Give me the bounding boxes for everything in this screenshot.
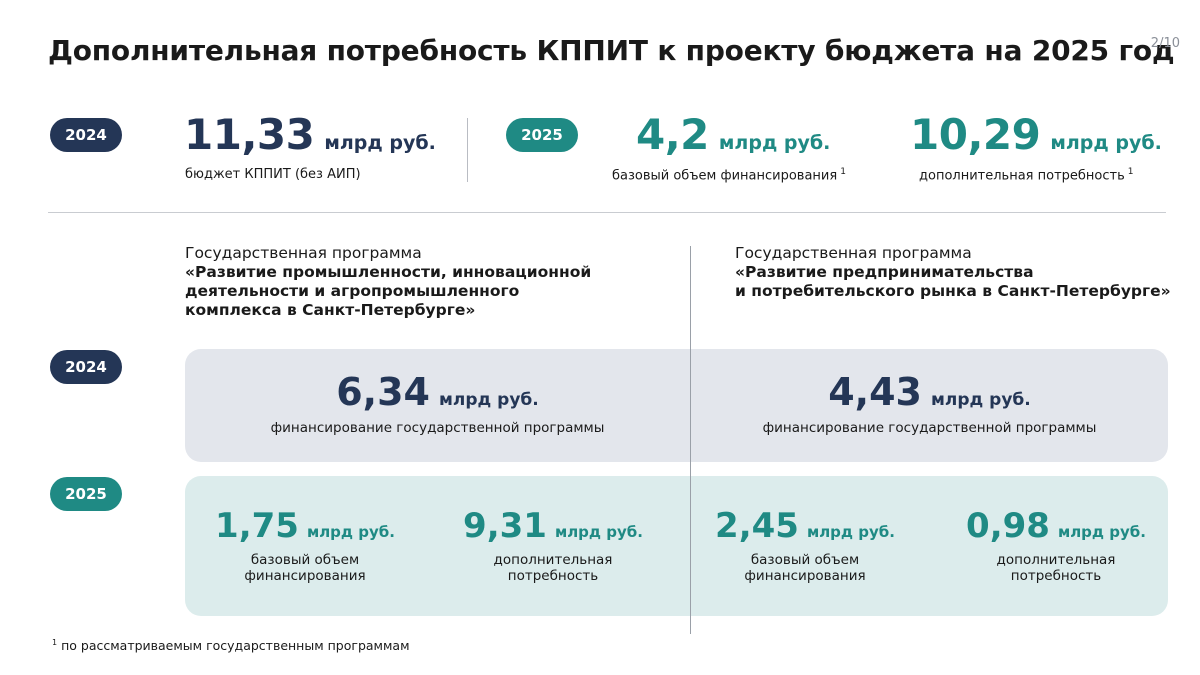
footnote-ref: 1 bbox=[840, 167, 846, 177]
base-financing-unit: млрд руб. bbox=[718, 132, 831, 154]
program-right-heading: Государственная программа «Развитие пред… bbox=[735, 244, 1171, 301]
program-left-name: «Развитие промышленности, инновационной … bbox=[185, 263, 592, 319]
additional-need-caption-text: дополнительная потребность bbox=[919, 168, 1125, 184]
page-number: 2/10 bbox=[1150, 36, 1180, 51]
right-2025-additional: 0,98 млрд руб. дополнительная потребность bbox=[948, 506, 1164, 584]
row-2025-band bbox=[185, 476, 1168, 616]
right-2024-value: 4,43 bbox=[828, 370, 922, 414]
program-divider bbox=[690, 246, 691, 634]
summary-divider bbox=[467, 118, 468, 182]
additional-need: 10,29 млрд руб. bbox=[910, 110, 1162, 159]
right-2024-caption: финансирование государственной программы bbox=[762, 420, 1097, 436]
program-left-lead: Государственная программа bbox=[185, 244, 422, 262]
additional-need-caption: дополнительная потребность 1 bbox=[919, 167, 1133, 183]
row-year-badge-2025: 2025 bbox=[50, 477, 122, 511]
left-2025-base-caption: базовый объем финансирования bbox=[244, 552, 366, 584]
right-2025-add-unit: млрд руб. bbox=[1057, 523, 1146, 541]
row-2024-band bbox=[185, 349, 1168, 462]
program-right-lead: Государственная программа bbox=[735, 244, 972, 262]
right-2025-base-caption: базовый объем финансирования bbox=[744, 552, 866, 584]
year-badge-2024: 2024 bbox=[50, 118, 122, 152]
program-left-heading: Государственная программа «Развитие пром… bbox=[185, 244, 591, 320]
footnote-ref: 1 bbox=[1127, 167, 1134, 177]
right-2025-base: 2,45 млрд руб. базовый объем финансирован… bbox=[700, 506, 910, 584]
left-2024-financing: 6,34 млрд руб. финансирование государстве… bbox=[185, 370, 690, 436]
left-2025-base: 1,75 млрд руб. базовый объем финансирован… bbox=[200, 506, 410, 584]
page-title: Дополнительная потребность КППИТ к проек… bbox=[48, 34, 1175, 67]
footnote-mark: 1 bbox=[52, 638, 58, 647]
section-divider bbox=[48, 212, 1166, 213]
budget-total: 11,33 млрд руб. bbox=[184, 110, 436, 159]
base-financing-caption-text: базовый объем финансирования bbox=[612, 168, 838, 184]
additional-need-unit: млрд руб. bbox=[1050, 132, 1162, 154]
right-2024-financing: 4,43 млрд руб. финансирование государстве… bbox=[691, 370, 1168, 436]
budget-total-caption: бюджет КППИТ (без АИП) bbox=[185, 167, 361, 182]
footnote: 1 по рассматриваемым государственным прог… bbox=[52, 638, 410, 653]
left-2025-add-caption: дополнительная потребность bbox=[493, 552, 613, 584]
base-financing-caption: базовый объем финансирования 1 bbox=[612, 167, 846, 183]
left-2024-unit: млрд руб. bbox=[439, 390, 539, 410]
footnote-text: по рассматриваемым государственным прогр… bbox=[61, 638, 410, 654]
right-2025-base-unit: млрд руб. bbox=[806, 523, 895, 541]
budget-total-value: 11,33 bbox=[184, 110, 315, 159]
base-financing-value: 4,2 bbox=[636, 110, 709, 159]
year-badge-2025: 2025 bbox=[506, 118, 578, 152]
left-2025-add-value: 9,31 bbox=[463, 506, 547, 546]
left-2025-base-unit: млрд руб. bbox=[306, 523, 395, 541]
row-year-badge-2024: 2024 bbox=[50, 350, 122, 384]
budget-total-unit: млрд руб. bbox=[324, 132, 436, 154]
right-2025-add-caption: дополнительная потребность bbox=[996, 552, 1116, 584]
right-2025-add-value: 0,98 bbox=[966, 506, 1050, 546]
program-right-name: «Развитие предпринимательства и потребит… bbox=[735, 263, 1171, 300]
left-2024-caption: финансирование государственной программы bbox=[270, 420, 605, 436]
left-2025-base-value: 1,75 bbox=[215, 506, 299, 546]
left-2024-value: 6,34 bbox=[336, 370, 430, 414]
left-2025-add-unit: млрд руб. bbox=[554, 523, 643, 541]
additional-need-value: 10,29 bbox=[910, 110, 1041, 159]
right-2024-unit: млрд руб. bbox=[931, 390, 1031, 410]
left-2025-additional: 9,31 млрд руб. дополнительная потребность bbox=[448, 506, 658, 584]
base-financing: 4,2 млрд руб. bbox=[636, 110, 830, 159]
right-2025-base-value: 2,45 bbox=[715, 506, 799, 546]
